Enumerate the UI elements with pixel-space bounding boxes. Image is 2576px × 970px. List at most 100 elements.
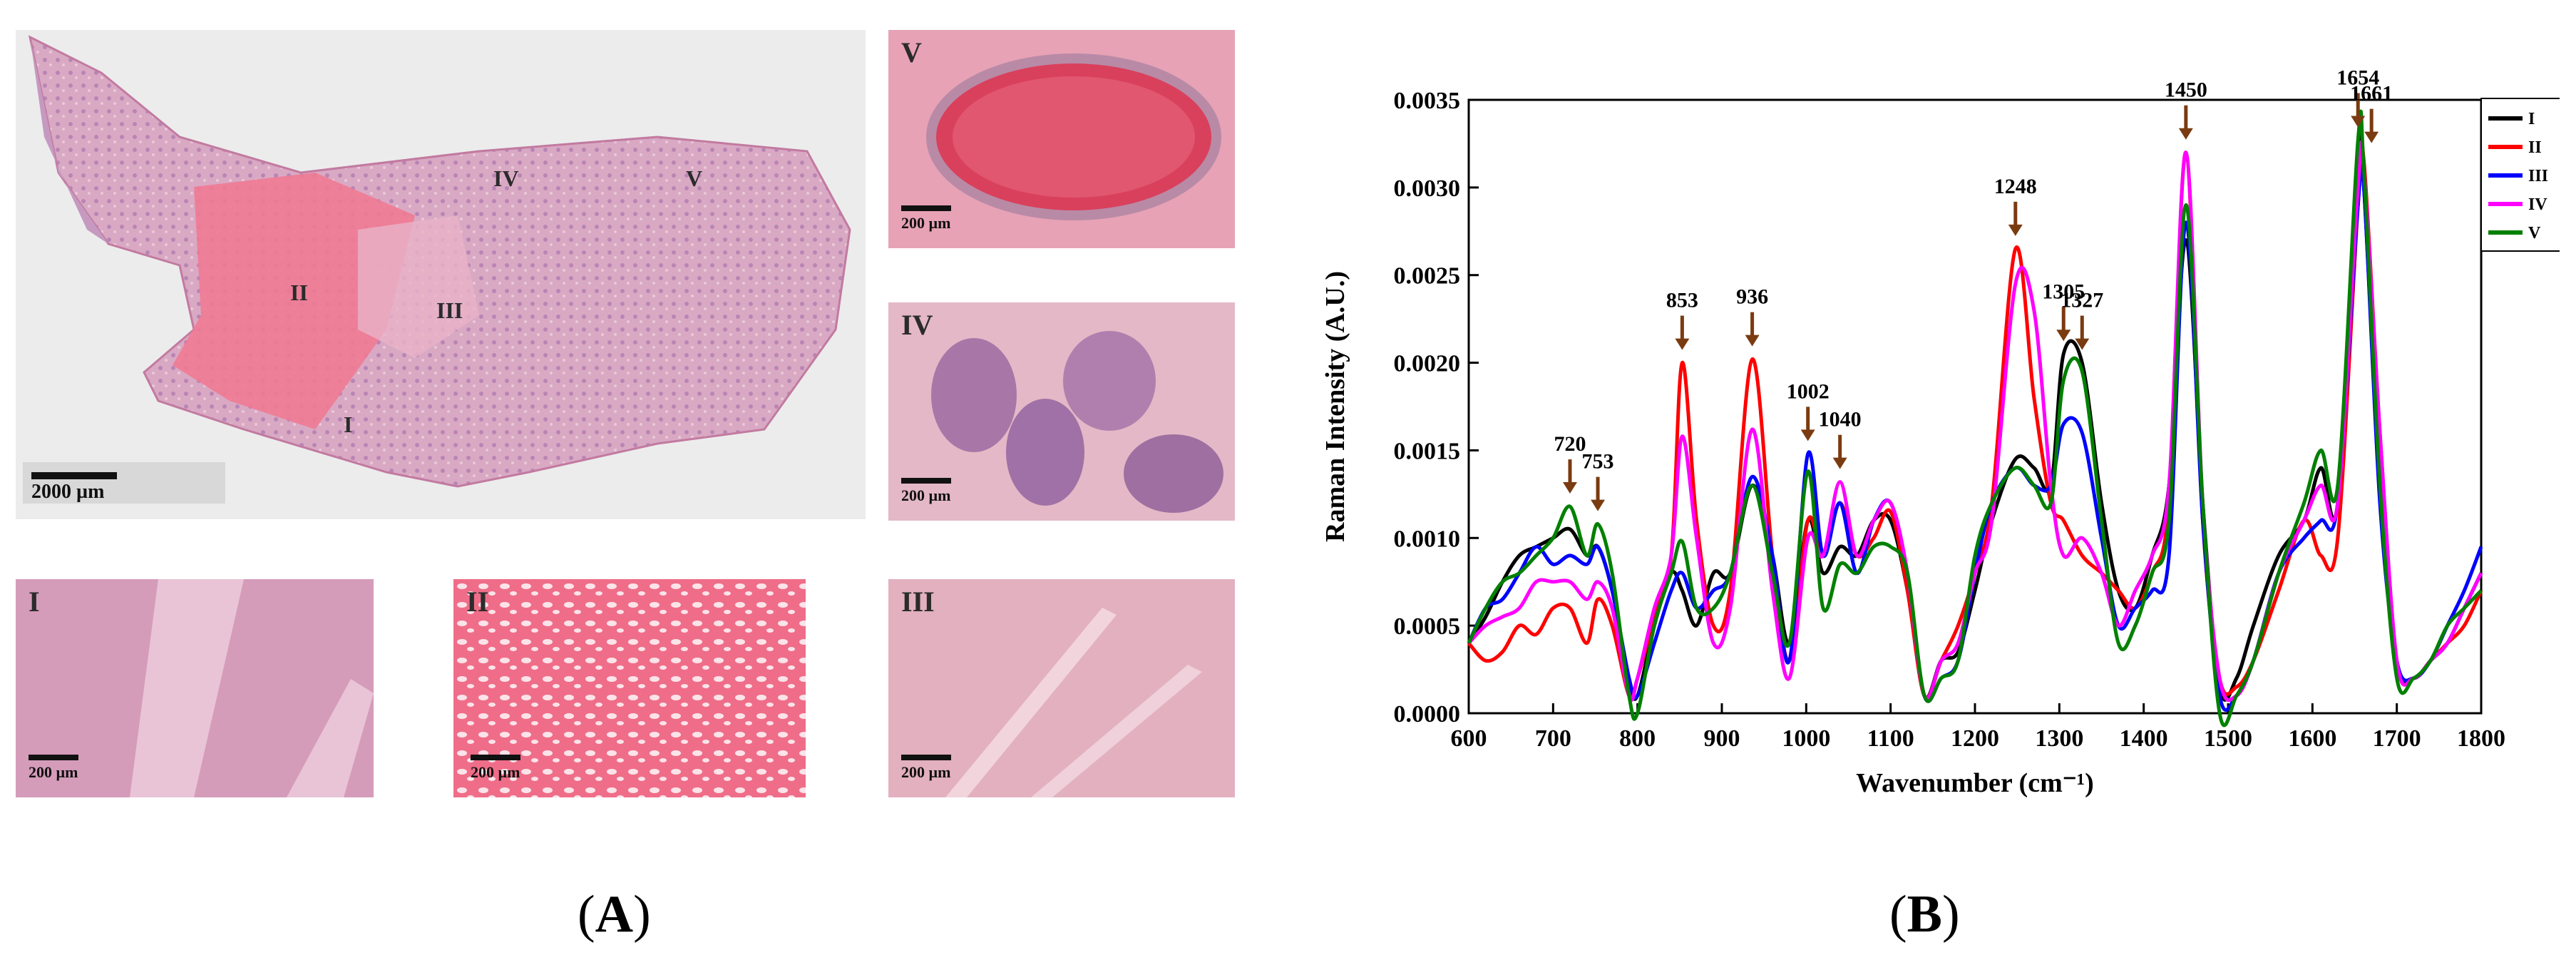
peak-label: 1002 xyxy=(1787,379,1830,403)
peak-arrowhead xyxy=(2075,338,2090,350)
peak-arrowhead xyxy=(1563,482,1577,494)
peak-label: 1327 xyxy=(2061,289,2103,312)
x-tick-label: 1600 xyxy=(2288,725,2336,752)
x-tick-label: 1200 xyxy=(1951,725,1999,752)
legend-entry: III xyxy=(2528,167,2548,185)
x-tick-label: 1800 xyxy=(2457,725,2505,752)
histology-tile-v: V 200 µm xyxy=(888,30,1235,248)
y-tick-label: 0.0025 xyxy=(1394,263,1461,290)
tile-label-iv: IV xyxy=(901,309,933,341)
region-label-iv: IV xyxy=(493,165,519,191)
y-tick-label: 0.0030 xyxy=(1394,175,1461,202)
x-tick-label: 1100 xyxy=(1867,725,1914,752)
peak-arrowhead xyxy=(2178,128,2193,140)
histology-tile-i: I 200 µm xyxy=(16,579,374,797)
tile-ii-scale-bar xyxy=(471,755,520,760)
x-tick-label: 900 xyxy=(1704,725,1740,752)
peak-label: 1305 xyxy=(2042,280,2085,303)
series-line-i xyxy=(1467,123,2483,702)
tile-iv-texture xyxy=(931,331,1223,513)
scale-text: 2000 µm xyxy=(31,481,105,503)
tile-label-i: I xyxy=(29,586,40,618)
peak-label: 753 xyxy=(1582,450,1614,474)
tile-label-ii: II xyxy=(466,586,489,618)
peak-label: 1661 xyxy=(2350,82,2393,106)
region-label-iii: III xyxy=(436,297,463,323)
histology-tile-iv: IV 200 µm xyxy=(888,302,1235,521)
y-tick-label: 0.0005 xyxy=(1394,613,1461,640)
legend-entry: I xyxy=(2528,110,2535,128)
region-label-v: V xyxy=(686,165,703,191)
peak-label: 1450 xyxy=(2165,78,2207,102)
y-tick-label: 0.0020 xyxy=(1394,351,1461,377)
tile-i-scale-text: 200 µm xyxy=(29,763,78,781)
x-tick-label: 1500 xyxy=(2204,725,2252,752)
x-axis-label: Wavenumber (cm⁻¹) xyxy=(1856,768,2094,798)
series-lines xyxy=(1467,109,2483,728)
tile-i-scale-bar xyxy=(29,755,78,760)
tile-label-iii: III xyxy=(901,586,935,618)
series-line-v xyxy=(1467,109,2483,728)
peak-label: 720 xyxy=(1554,432,1586,456)
y-axis-ticks: 0.0000 0.0005 0.0010 0.0015 0.0020 0.0025 0.00… xyxy=(1394,88,1479,728)
scale-box xyxy=(23,462,225,504)
panel-a-letter: A xyxy=(595,885,634,944)
peak-arrowhead xyxy=(2351,116,2366,128)
peak-arrowhead xyxy=(2008,224,2023,236)
tissue-section-drawing xyxy=(28,35,851,488)
y-tick-label: 0.0035 xyxy=(1394,88,1461,114)
panel-b-caption: (B) xyxy=(1889,885,1960,944)
x-tick-label: 1400 xyxy=(2120,725,2168,752)
histology-tile-ii: II 200 µm xyxy=(453,579,806,797)
peak-label: 853 xyxy=(1666,289,1698,312)
panel-a-caption: (A) xyxy=(578,885,651,944)
peak-label: 1654 xyxy=(2336,66,2379,90)
tile-iii-texture xyxy=(945,608,1202,797)
x-tick-label: 1300 xyxy=(2035,725,2083,752)
peak-arrowhead xyxy=(1832,457,1847,469)
x-tick-label: 600 xyxy=(1451,725,1487,752)
x-tick-label: 800 xyxy=(1619,725,1656,752)
peak-arrowhead xyxy=(1675,338,1690,350)
tile-i-texture xyxy=(130,579,374,797)
peak-arrowhead xyxy=(1745,335,1760,347)
legend-entry: II xyxy=(2528,138,2542,157)
peak-label: 936 xyxy=(1736,285,1768,309)
region-label-i: I xyxy=(344,412,353,437)
panel-b-letter: B xyxy=(1907,885,1943,944)
legend-entry: V xyxy=(2528,224,2541,242)
tile-iv-scale-text: 200 µm xyxy=(901,486,951,504)
peak-arrowhead xyxy=(2364,131,2379,143)
y-tick-label: 0.0000 xyxy=(1394,701,1461,728)
peak-label: 1248 xyxy=(1994,175,2037,198)
legend-entry: IV xyxy=(2528,195,2547,214)
x-tick-label: 1700 xyxy=(2373,725,2421,752)
tile-ii-texture xyxy=(453,579,806,797)
tile-v-scale-bar xyxy=(901,205,951,211)
x-tick-label: 1000 xyxy=(1782,725,1830,752)
raman-spectrum-chart: 0.0000 0.0005 0.0010 0.0015 0.0020 0.0025 0.00… xyxy=(1320,66,2560,798)
tile-v-scale-text: 200 µm xyxy=(901,214,951,232)
peak-arrowhead xyxy=(1591,499,1606,511)
y-axis-label: Raman Intensity (A.U.) xyxy=(1320,271,1350,542)
scale-bar xyxy=(31,472,117,479)
peak-arrowhead xyxy=(1800,429,1815,441)
tile-iii-scale-text: 200 µm xyxy=(901,763,951,781)
y-tick-label: 0.0010 xyxy=(1394,526,1461,552)
x-tick-label: 700 xyxy=(1535,725,1571,752)
peak-label: 1040 xyxy=(1819,408,1862,432)
tile-iv-scale-bar xyxy=(901,478,951,484)
overview-histology-image: II III IV V I 2000 µm xyxy=(16,30,866,519)
tile-ii-scale-text: 200 µm xyxy=(471,763,520,781)
peak-arrowhead xyxy=(2056,330,2071,342)
x-axis-ticks: 600 700 800 900 1000 1100 1200 1300 1400 1500 1600… xyxy=(1451,703,2505,752)
series-line-ii xyxy=(1467,140,2483,700)
tile-v-texture xyxy=(926,53,1221,220)
region-label-ii: II xyxy=(290,280,308,305)
tile-iii-scale-bar xyxy=(901,755,951,760)
series-line-iv xyxy=(1467,141,2483,703)
histology-tile-iii: III 200 µm xyxy=(888,579,1235,797)
y-tick-label: 0.0015 xyxy=(1394,438,1461,464)
